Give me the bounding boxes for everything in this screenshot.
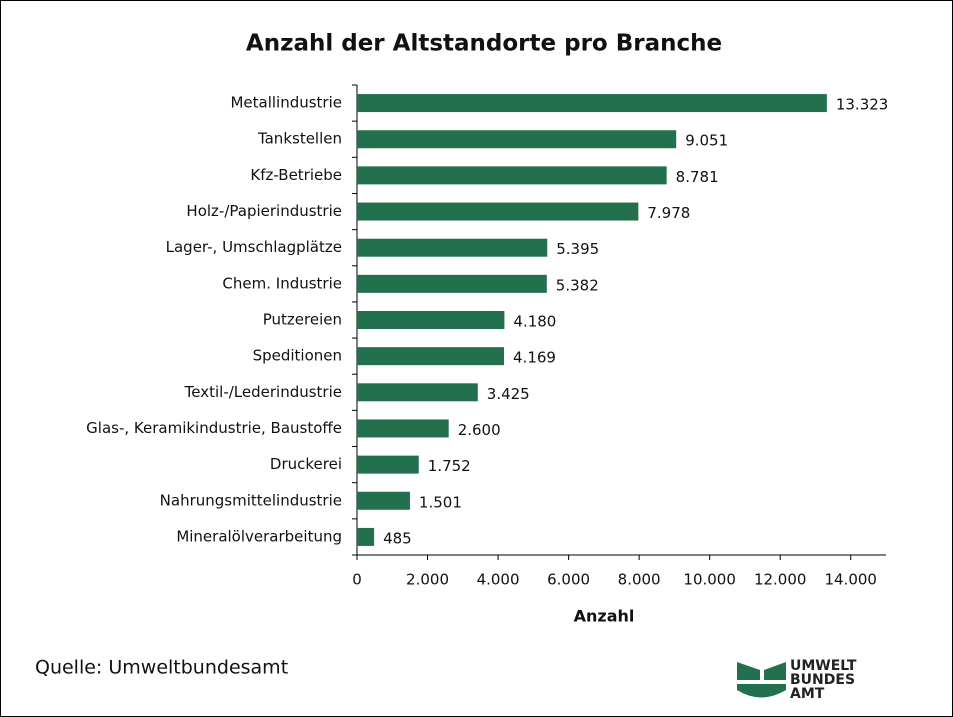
logo-text: UMWELT <box>790 658 857 674</box>
bar <box>357 527 375 546</box>
value-label: 1.752 <box>428 457 471 475</box>
value-label: 1.501 <box>419 493 462 511</box>
y-tick-label: Tankstellen <box>257 130 342 148</box>
y-tick-label: Speditionen <box>253 347 342 365</box>
value-label: 2.600 <box>458 421 501 439</box>
x-tick-label: 10.000 <box>683 571 736 589</box>
bar <box>357 491 410 510</box>
y-tick-label: Chem. Industrie <box>222 274 342 292</box>
value-label: 7.978 <box>647 204 690 222</box>
value-label: 5.382 <box>556 276 599 294</box>
bar <box>357 94 827 113</box>
y-tick-label: Kfz-Betriebe <box>250 166 342 184</box>
logo-shape <box>764 662 786 680</box>
chart-title: Anzahl der Altstandorte pro Branche <box>246 31 722 57</box>
x-axis-label: Anzahl <box>574 607 635 626</box>
x-tick-label: 8.000 <box>618 571 661 589</box>
bar <box>357 166 667 185</box>
value-label: 13.323 <box>836 96 889 114</box>
y-tick-label: Mineralölverarbeitung <box>176 527 342 545</box>
y-tick-label: Lager-, Umschlagplätze <box>166 238 342 256</box>
value-label: 8.781 <box>676 168 719 186</box>
y-tick-label: Nahrungsmittelindustrie <box>160 491 342 509</box>
x-tick-label: 2.000 <box>406 571 449 589</box>
logo-text: BUNDES <box>790 672 855 688</box>
x-tick-label: 14.000 <box>824 571 877 589</box>
bar <box>357 130 677 149</box>
y-tick-label: Druckerei <box>270 455 342 473</box>
bar <box>357 383 478 402</box>
x-tick-label: 6.000 <box>547 571 590 589</box>
y-tick-label: Holz-/Papierindustrie <box>186 202 342 220</box>
bar <box>357 238 548 257</box>
x-tick-label: 4.000 <box>477 571 520 589</box>
value-label: 485 <box>383 529 412 547</box>
value-label: 3.425 <box>487 385 530 403</box>
bar <box>357 455 419 474</box>
x-tick-label: 0 <box>352 571 362 589</box>
bar <box>357 347 505 366</box>
logo-text: AMT <box>790 686 825 702</box>
y-tick-label: Glas-, Keramikindustrie, Baustoffe <box>86 419 342 437</box>
value-label: 5.395 <box>556 240 599 258</box>
bar <box>357 419 449 438</box>
logo: UMWELT BUNDES AMT <box>737 658 857 702</box>
value-label: 4.180 <box>513 313 556 331</box>
x-tick-label: 12.000 <box>754 571 807 589</box>
source: Quelle: Umweltbundesamt <box>35 657 288 679</box>
y-tick-label: Metallindustrie <box>230 94 342 112</box>
logo-shape <box>737 662 760 680</box>
value-label: 4.169 <box>513 349 556 367</box>
y-tick-label: Putzereien <box>263 311 342 329</box>
y-tick-label: Textil-/Lederindustrie <box>184 383 342 401</box>
bar <box>357 202 639 221</box>
bar <box>357 311 505 329</box>
value-label: 9.051 <box>685 132 728 150</box>
logo-shape <box>737 684 786 698</box>
bar <box>357 274 547 293</box>
